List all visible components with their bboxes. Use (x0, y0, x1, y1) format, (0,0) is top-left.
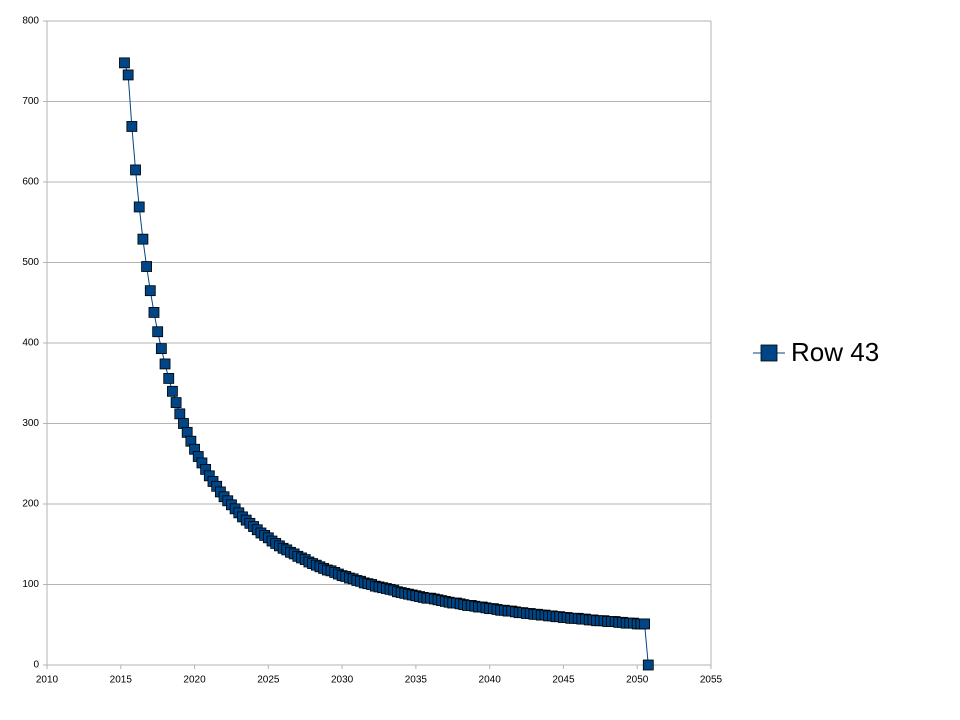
x-tick-label: 2040 (479, 675, 502, 686)
data-point (133, 201, 145, 213)
x-tick-label: 2025 (257, 675, 280, 686)
x-tick-label: 2055 (700, 675, 723, 686)
y-tick-label: 100 (22, 579, 39, 590)
data-point (144, 285, 156, 297)
data-point (130, 164, 141, 176)
y-tick-label: 400 (22, 338, 39, 349)
y-tick-label: 500 (22, 257, 39, 268)
y-tick-label: 200 (22, 499, 39, 510)
x-tick-label: 2015 (110, 675, 133, 686)
data-point (159, 358, 171, 370)
data-point (122, 69, 134, 81)
data-point (137, 233, 149, 245)
y-tick-label: 0 (33, 660, 39, 671)
legend-label: Row 43 (791, 337, 879, 367)
data-point (170, 397, 182, 408)
data-point (642, 659, 654, 671)
x-tick-label: 2030 (331, 675, 354, 686)
y-tick-label: 600 (22, 177, 39, 188)
data-point (152, 326, 164, 338)
data-point (119, 57, 130, 69)
x-tick-label: 2050 (626, 675, 649, 686)
x-tick-label: 2010 (36, 675, 59, 686)
data-point (167, 385, 178, 397)
y-tick-label: 800 (22, 16, 39, 27)
data-point (639, 618, 650, 630)
data-point (163, 373, 175, 384)
y-tick-label: 300 (22, 418, 39, 429)
data-point (148, 307, 160, 318)
data-point (126, 121, 138, 132)
data-point (141, 261, 153, 272)
data-point (174, 408, 186, 420)
data-point (155, 343, 167, 355)
x-tick-label: 2045 (552, 675, 575, 686)
y-tick-label: 700 (22, 96, 39, 107)
x-tick-label: 2035 (405, 675, 428, 686)
x-tick-label: 2020 (183, 675, 206, 686)
legend-marker (760, 344, 778, 362)
series-line (123, 62, 649, 666)
